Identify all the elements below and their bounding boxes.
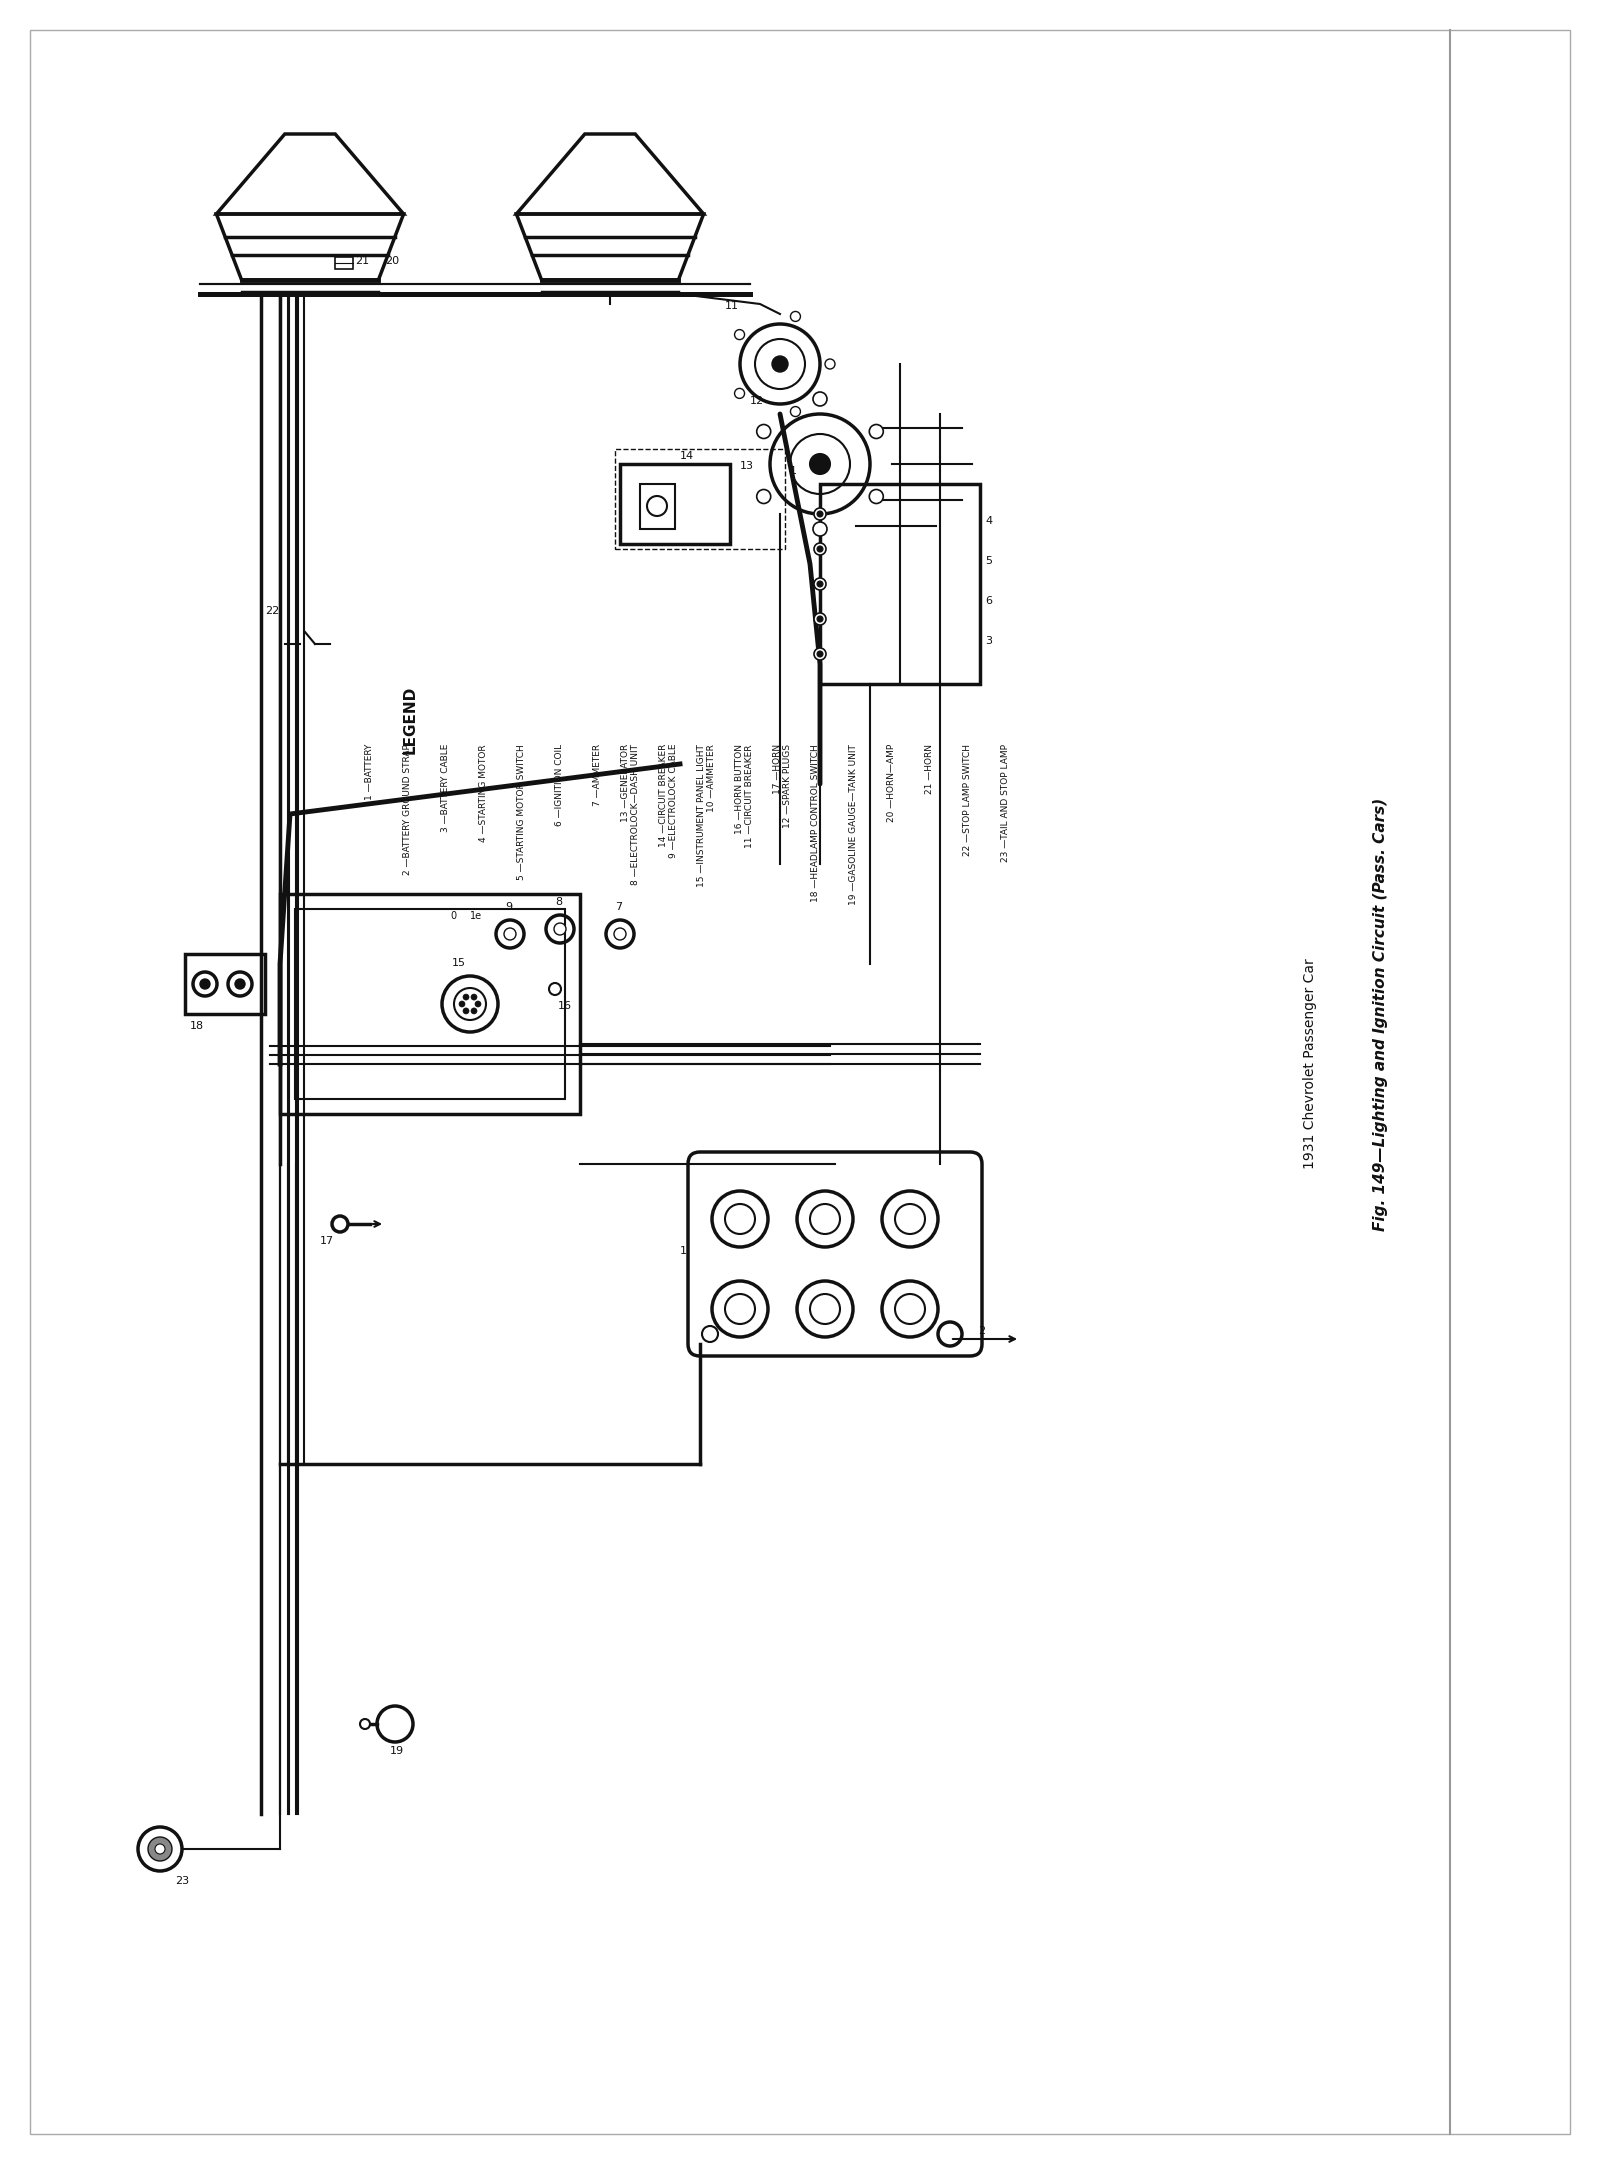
Text: 21 —HORN: 21 —HORN (925, 744, 933, 794)
Text: 11 —CIRCUIT BREAKER: 11 —CIRCUIT BREAKER (746, 744, 755, 848)
Circle shape (757, 424, 771, 439)
Circle shape (869, 489, 883, 504)
Text: 23: 23 (174, 1876, 189, 1887)
Text: Fig. 149—Lighting and Ignition Circuit (Pass. Cars): Fig. 149—Lighting and Ignition Circuit (… (1373, 796, 1387, 1231)
Circle shape (757, 489, 771, 504)
Circle shape (200, 978, 210, 989)
Text: 20 —HORN—AMP: 20 —HORN—AMP (886, 744, 896, 822)
Text: 13: 13 (739, 461, 754, 472)
Text: 15: 15 (453, 959, 466, 967)
Text: 0: 0 (450, 911, 456, 922)
Text: LEGEND: LEGEND (403, 686, 418, 753)
Text: 21: 21 (355, 255, 370, 266)
Text: 17 —HORN: 17 —HORN (773, 744, 781, 794)
Circle shape (818, 545, 822, 552)
Bar (334, 258, 354, 268)
Text: 6: 6 (986, 595, 992, 606)
Text: 11: 11 (725, 301, 739, 312)
Circle shape (814, 647, 826, 660)
Circle shape (810, 454, 830, 474)
Circle shape (147, 1837, 173, 1861)
Text: 1: 1 (680, 1246, 686, 1255)
Text: 15 —INSTRUMENT PANEL LIGHT: 15 —INSTRUMENT PANEL LIGHT (696, 744, 706, 887)
Text: 3 —BATTERY CABLE: 3 —BATTERY CABLE (442, 744, 451, 833)
Circle shape (462, 993, 469, 1000)
Text: 19: 19 (390, 1746, 405, 1755)
Circle shape (734, 387, 744, 398)
Text: 12: 12 (750, 396, 765, 407)
Circle shape (813, 522, 827, 537)
Text: 1 —BATTERY: 1 —BATTERY (365, 744, 374, 801)
Circle shape (826, 359, 835, 370)
Circle shape (813, 392, 827, 407)
Circle shape (818, 617, 822, 621)
Text: 7: 7 (614, 902, 622, 911)
Bar (640, 485, 675, 528)
Text: 14 —CIRCUIT BREAKER: 14 —CIRCUIT BREAKER (659, 744, 667, 848)
Text: 5 —STARTING MOTOR SWITCH: 5 —STARTING MOTOR SWITCH (517, 744, 526, 881)
Text: 12 —SPARK PLUGS: 12 —SPARK PLUGS (784, 744, 792, 829)
Circle shape (818, 511, 822, 517)
Bar (621, 463, 730, 543)
Text: 19 —GASOLINE GAUGE—TANK UNIT: 19 —GASOLINE GAUGE—TANK UNIT (848, 744, 858, 905)
Text: 22 —STOP LAMP SWITCH: 22 —STOP LAMP SWITCH (963, 744, 971, 857)
Text: 10 —AMMETER: 10 —AMMETER (707, 744, 717, 812)
Text: 17: 17 (320, 1236, 334, 1246)
Text: 20: 20 (386, 255, 398, 266)
Circle shape (462, 1008, 469, 1015)
Circle shape (814, 543, 826, 554)
Circle shape (814, 578, 826, 591)
Circle shape (235, 978, 245, 989)
Circle shape (771, 357, 787, 372)
Circle shape (790, 312, 800, 322)
Circle shape (549, 982, 562, 995)
Text: 3: 3 (986, 636, 992, 647)
Circle shape (360, 1718, 370, 1729)
Circle shape (614, 928, 626, 939)
Bar (614, 448, 786, 550)
Bar (819, 485, 979, 684)
Text: 14: 14 (680, 450, 694, 461)
Text: 22: 22 (266, 606, 280, 617)
Text: 8: 8 (555, 898, 562, 907)
Circle shape (459, 1002, 466, 1006)
Circle shape (814, 509, 826, 519)
Circle shape (470, 1008, 477, 1015)
Text: 16 —HORN BUTTON: 16 —HORN BUTTON (734, 744, 744, 833)
Text: 1: 1 (790, 465, 797, 476)
Text: 1931 Chevrolet Passenger Car: 1931 Chevrolet Passenger Car (1302, 959, 1317, 1169)
Text: 6 —IGNITION COIL: 6 —IGNITION COIL (555, 744, 565, 827)
Bar (294, 909, 565, 1099)
Circle shape (818, 651, 822, 658)
Circle shape (790, 407, 800, 415)
Text: 16: 16 (558, 1002, 573, 1011)
Circle shape (333, 1216, 349, 1231)
Text: 2: 2 (978, 1327, 986, 1335)
Text: 8 —ELECTROLOCK—DASH UNIT: 8 —ELECTROLOCK—DASH UNIT (632, 744, 640, 885)
Circle shape (554, 924, 566, 935)
Bar (280, 894, 579, 1114)
Circle shape (470, 993, 477, 1000)
Text: 18 —HEADLAMP CONTROL SWITCH: 18 —HEADLAMP CONTROL SWITCH (811, 744, 819, 902)
Circle shape (504, 928, 515, 939)
Circle shape (869, 424, 883, 439)
Text: 2 —BATTERY GROUND STRAP: 2 —BATTERY GROUND STRAP (403, 744, 413, 874)
Circle shape (475, 1002, 482, 1006)
Circle shape (818, 580, 822, 586)
Text: 23 —TAIL AND STOP LAMP: 23 —TAIL AND STOP LAMP (1000, 744, 1010, 861)
Circle shape (702, 1327, 718, 1342)
Text: 1e: 1e (470, 911, 482, 922)
Bar (186, 954, 266, 1015)
Text: 4 —STARTING MOTOR: 4 —STARTING MOTOR (480, 744, 488, 842)
Text: 5: 5 (986, 556, 992, 567)
Text: 13 —GENERATOR: 13 —GENERATOR (621, 744, 629, 822)
Text: 9: 9 (506, 902, 512, 911)
Circle shape (734, 329, 744, 340)
Text: 9 —ELECTROLOCK CABLE: 9 —ELECTROLOCK CABLE (669, 744, 678, 859)
Circle shape (814, 612, 826, 625)
Circle shape (155, 1844, 165, 1855)
Text: 18: 18 (190, 1021, 205, 1030)
Text: 4: 4 (986, 515, 992, 526)
Text: 7 —AMMETER: 7 —AMMETER (594, 744, 603, 807)
